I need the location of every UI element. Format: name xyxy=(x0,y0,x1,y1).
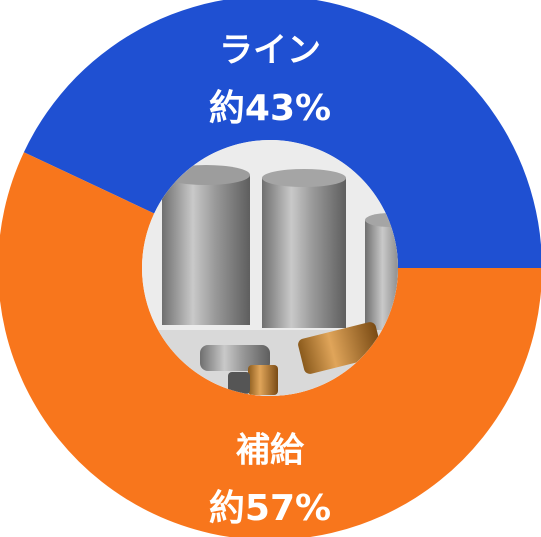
category-label: ライン xyxy=(219,31,321,71)
center-photo xyxy=(142,140,398,396)
category-label: 補給 xyxy=(236,431,305,471)
value-label: 約57% xyxy=(209,488,331,529)
slice xyxy=(23,0,541,268)
slice xyxy=(0,152,541,537)
value-label: 約43% xyxy=(209,88,331,129)
